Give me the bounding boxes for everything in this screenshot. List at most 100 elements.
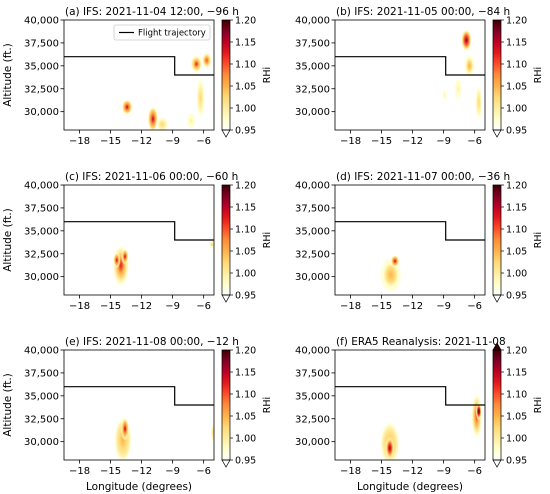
y-tick-label: 32,500 bbox=[295, 84, 330, 95]
x-tick-label: −9 bbox=[436, 301, 451, 312]
x-tick-label: −9 bbox=[165, 301, 180, 312]
x-tick-label: −6 bbox=[196, 136, 211, 147]
rhi-blob bbox=[121, 248, 129, 265]
colorbar-tick-label: 1.05 bbox=[506, 412, 527, 423]
colorbar-tick-label: 1.10 bbox=[235, 225, 256, 236]
colorbar-tick-label: 1.10 bbox=[235, 60, 256, 71]
colorbar-tick-label: 1.15 bbox=[506, 368, 527, 379]
colorbar-tick-label: 1.05 bbox=[506, 82, 527, 93]
x-tick-label: −6 bbox=[196, 466, 211, 477]
colorbar-label: RHi bbox=[262, 232, 273, 248]
colorbar-tick-label: 1.00 bbox=[506, 434, 527, 445]
colorbar-extend-min bbox=[492, 294, 502, 303]
colorbar: 0.95 1.00 1.05 1.10 1.15 1.20 RHi bbox=[492, 342, 544, 468]
colorbar-tick-label: 0.95 bbox=[506, 126, 527, 137]
panel-title: (f) ERA5 Reanalysis: 2021-11-08 bbox=[336, 336, 506, 348]
heatmap-field bbox=[112, 240, 214, 288]
y-tick-label: 32,500 bbox=[295, 414, 330, 425]
x-tick-label: −6 bbox=[467, 466, 482, 477]
colorbar-scale bbox=[493, 350, 501, 460]
plot-frame bbox=[63, 349, 215, 461]
y-tick-label: 35,000 bbox=[295, 61, 330, 72]
colorbar-label: RHi bbox=[262, 67, 273, 83]
y-tick-label: 40,000 bbox=[24, 346, 59, 357]
panel-title: (d) IFS: 2021-11-07 00:00, −36 h bbox=[336, 171, 510, 183]
x-tick-label: −9 bbox=[436, 136, 451, 147]
y-tick-label: 32,500 bbox=[24, 414, 59, 425]
rhi-blob bbox=[201, 52, 212, 69]
chart-panel-d: −18 −15 −12 −9 −6 30,000 32,500 35,000 37,500 40,… bbox=[295, 171, 544, 312]
legend-label: Flight trajectory bbox=[138, 29, 206, 39]
flight-trajectory-line bbox=[335, 386, 485, 406]
colorbar-tick-label: 1.20 bbox=[506, 16, 527, 27]
rhi-blob bbox=[120, 416, 130, 441]
y-tick-label: 30,000 bbox=[295, 107, 330, 118]
y-axis-label: Altitude (ft.) bbox=[2, 43, 14, 107]
colorbar-tick-label: 1.00 bbox=[235, 434, 256, 445]
x-tick-label: −15 bbox=[371, 301, 392, 312]
x-tick-label: −15 bbox=[100, 301, 121, 312]
x-tick-label: −12 bbox=[402, 136, 423, 147]
y-tick-label: 37,500 bbox=[295, 368, 330, 379]
y-tick-label: 35,000 bbox=[295, 391, 330, 402]
x-tick-label: −9 bbox=[165, 136, 180, 147]
chart-panel-a: −18 −15 −12 −9 −6 30,000 32,500 35,000 37,500 40,… bbox=[2, 6, 273, 147]
rhi-blob bbox=[453, 75, 463, 102]
x-tick-label: −9 bbox=[436, 466, 451, 477]
y-tick-label: 32,500 bbox=[24, 249, 59, 260]
y-tick-label: 37,500 bbox=[24, 203, 59, 214]
colorbar-tick-label: 1.05 bbox=[506, 247, 527, 258]
x-axis-label: Longitude (degrees) bbox=[357, 481, 463, 493]
y-axis-label: Altitude (ft.) bbox=[2, 373, 14, 437]
rhi-blob bbox=[113, 251, 121, 269]
x-tick-label: −12 bbox=[402, 466, 423, 477]
y-tick-label: 40,000 bbox=[295, 16, 330, 27]
colorbar-tick-label: 1.10 bbox=[506, 225, 527, 236]
x-tick-label: −15 bbox=[371, 136, 392, 147]
colorbar-tick-label: 1.15 bbox=[506, 38, 527, 49]
colorbar-tick-label: 1.15 bbox=[235, 368, 256, 379]
colorbar-extend-min bbox=[221, 129, 231, 138]
colorbar-label: RHi bbox=[533, 67, 544, 83]
colorbar-scale bbox=[222, 20, 230, 130]
colorbar-tick-label: 1.05 bbox=[235, 247, 256, 258]
y-tick-label: 37,500 bbox=[295, 203, 330, 214]
chart-panel-b: −18 −15 −12 −9 −6 30,000 32,500 35,000 37,500 40,… bbox=[295, 6, 544, 147]
colorbar: 0.95 1.00 1.05 1.10 1.15 1.20 RHi bbox=[492, 181, 544, 303]
y-tick-label: 32,500 bbox=[295, 249, 330, 260]
panel-title: (b) IFS: 2021-11-05 00:00, −84 h bbox=[336, 6, 510, 18]
y-tick-label: 35,000 bbox=[24, 226, 59, 237]
y-tick-label: 35,000 bbox=[24, 61, 59, 72]
colorbar-tick-label: 0.95 bbox=[235, 291, 256, 302]
rhi-blob bbox=[442, 88, 448, 102]
rhi-blob bbox=[210, 420, 214, 445]
colorbar: 0.95 1.00 1.05 1.10 1.15 1.20 RHi bbox=[492, 16, 544, 138]
heatmap-field bbox=[379, 254, 403, 294]
y-tick-label: 40,000 bbox=[24, 16, 59, 27]
colorbar-tick-label: 1.20 bbox=[235, 16, 256, 27]
chart-panel-f: −18 −15 −12 −9 −6 30,000 32,500 35,000 37,500 40,… bbox=[295, 336, 544, 493]
panel-title: (a) IFS: 2021-11-04 12:00, −96 h bbox=[65, 6, 239, 18]
y-tick-label: 30,000 bbox=[24, 107, 59, 118]
heatmap-field bbox=[113, 416, 214, 460]
y-tick-label: 40,000 bbox=[295, 346, 330, 357]
colorbar-scale bbox=[222, 350, 230, 460]
x-tick-label: −9 bbox=[165, 466, 180, 477]
y-tick-label: 30,000 bbox=[295, 272, 330, 283]
colorbar-tick-label: 1.05 bbox=[235, 412, 256, 423]
y-tick-label: 37,500 bbox=[24, 368, 59, 379]
colorbar-tick-label: 1.00 bbox=[506, 104, 527, 115]
y-tick-label: 40,000 bbox=[295, 181, 330, 192]
rhi-blob bbox=[155, 115, 170, 130]
flight-trajectory-line bbox=[64, 386, 214, 406]
chart-panel-c: −18 −15 −12 −9 −6 30,000 32,500 35,000 37,500 40,… bbox=[2, 171, 273, 312]
colorbar-label: RHi bbox=[533, 397, 544, 413]
rhi-blob bbox=[385, 436, 395, 460]
colorbar-scale bbox=[493, 20, 501, 130]
y-tick-label: 37,500 bbox=[24, 38, 59, 49]
y-tick-label: 40,000 bbox=[24, 181, 59, 192]
colorbar-tick-label: 1.20 bbox=[235, 181, 256, 192]
colorbar-tick-label: 0.95 bbox=[235, 456, 256, 467]
x-tick-label: −15 bbox=[100, 466, 121, 477]
